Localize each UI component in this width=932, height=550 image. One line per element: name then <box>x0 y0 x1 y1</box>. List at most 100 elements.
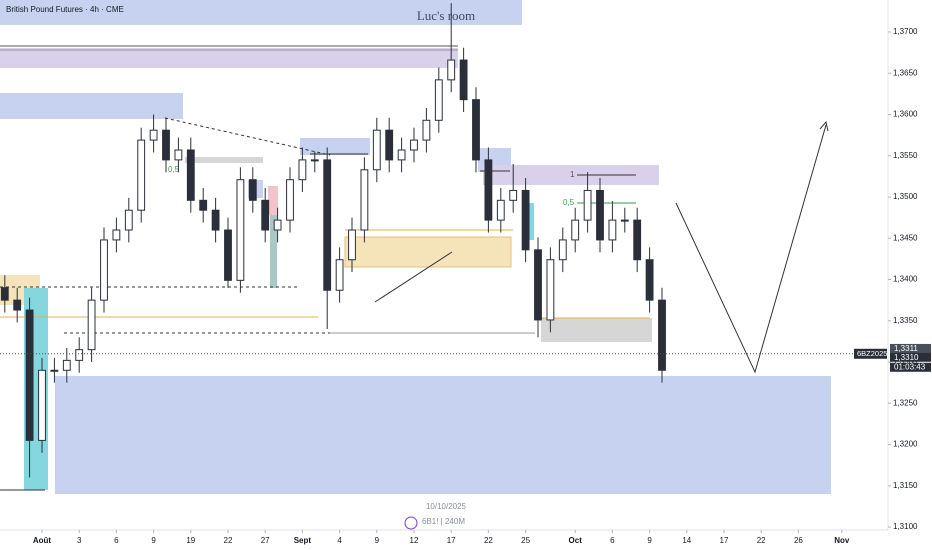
symbol-label: 6BZ2025 <box>857 349 887 358</box>
drawings <box>0 0 889 531</box>
zone <box>527 203 534 240</box>
projection <box>675 124 827 374</box>
candle-body <box>38 369 46 441</box>
y-tick-label: 1,3200 <box>893 440 918 449</box>
zone <box>483 165 659 185</box>
y-tick-label: 1,3350 <box>893 316 918 325</box>
zone <box>268 186 278 215</box>
candle-body <box>496 199 505 221</box>
candle-body <box>0 287 9 301</box>
candle-body <box>286 179 294 221</box>
candle-body <box>87 299 96 351</box>
candle-body <box>534 249 542 321</box>
candle-body <box>149 129 158 141</box>
x-tick-label: 22 <box>757 536 766 545</box>
candle-body <box>633 219 642 261</box>
candle-body <box>335 259 344 291</box>
fib-label: 1 <box>570 170 575 179</box>
x-tick-label: 22 <box>224 536 233 545</box>
candle-body <box>174 149 183 161</box>
y-tick-label: 1,3450 <box>893 233 918 242</box>
interval-label: 6B1! | 240M <box>422 517 465 526</box>
zone <box>300 138 370 155</box>
x-tick-label: 27 <box>261 536 270 545</box>
price-box <box>890 352 931 362</box>
candle-body <box>521 189 530 251</box>
candle-body <box>261 199 270 231</box>
candle-body <box>410 139 418 151</box>
candle-body <box>236 179 245 281</box>
zone <box>0 0 522 25</box>
candle-body <box>546 259 555 321</box>
x-tick-label: 17 <box>720 536 729 545</box>
x-tick-label: 17 <box>447 536 456 545</box>
candle-body <box>459 59 468 101</box>
fib-label: 0,5 <box>563 198 575 207</box>
candle-body <box>608 219 617 241</box>
x-tick-label: Sept <box>294 536 312 545</box>
date-label: 10/10/2025 <box>426 502 467 511</box>
candle-body <box>112 229 121 241</box>
x-tick-label: Août <box>33 536 52 545</box>
candle-body <box>397 149 406 161</box>
x-tick-label: 6 <box>114 536 119 545</box>
replay-icon[interactable] <box>404 516 418 530</box>
x-tick-label: 12 <box>410 536 419 545</box>
countdown: 01:03:43 <box>894 362 926 371</box>
y-tick-label: 1,3700 <box>893 27 918 36</box>
candle-body <box>298 159 307 181</box>
candle-body <box>558 239 567 261</box>
x-tick-label: 22 <box>484 536 493 545</box>
candle-body <box>224 229 232 281</box>
y-tick-label: 1,3150 <box>893 481 918 490</box>
candle-body <box>124 209 133 231</box>
candle-body <box>620 219 629 222</box>
candle-body <box>360 169 369 231</box>
x-tick-label: 9 <box>151 536 156 545</box>
candle-body <box>199 199 208 211</box>
zone <box>55 376 831 494</box>
x-tick-label: 14 <box>682 536 691 545</box>
y-tick-label: 1,3250 <box>893 398 918 407</box>
candle-body <box>385 129 394 161</box>
chart-title: British Pound Futures · 4h · CME <box>6 5 124 14</box>
zone <box>541 318 652 342</box>
candle-body <box>583 189 592 221</box>
y-tick-label: 1,3650 <box>893 68 918 77</box>
candle-body <box>248 179 257 201</box>
candle-body <box>162 129 170 161</box>
y-tick-label: 1,3500 <box>893 192 918 201</box>
zone <box>0 48 458 68</box>
candle-body <box>75 349 84 361</box>
price-box <box>890 343 931 353</box>
x-tick-label: 26 <box>794 536 803 545</box>
candle-body <box>472 99 480 161</box>
y-tick-label: 1,3600 <box>893 110 918 119</box>
candle-body <box>509 189 518 201</box>
price-label: 1,3311 <box>894 344 918 353</box>
x-tick-label: 3 <box>77 536 82 545</box>
x-tick-label: Oct <box>569 536 583 545</box>
zone <box>185 157 263 163</box>
candle-body <box>62 359 71 371</box>
x-tick-label: 9 <box>647 536 652 545</box>
candle-body <box>645 259 654 301</box>
trend-line <box>374 251 453 303</box>
x-tick-label: 4 <box>337 536 342 545</box>
zone <box>0 93 183 119</box>
watermark: Luc's room <box>417 8 475 23</box>
candle-body <box>484 159 493 221</box>
countdown-box <box>890 362 931 372</box>
candle-body <box>25 309 34 441</box>
candle-body <box>137 139 146 211</box>
x-tick-label: 19 <box>186 536 195 545</box>
candle-body <box>447 59 456 81</box>
candle-body <box>596 189 604 241</box>
y-tick-label: 1,3100 <box>893 522 918 531</box>
candle-body <box>571 219 580 241</box>
x-tick-label: 25 <box>521 536 530 545</box>
fib-label: 0,5 <box>168 165 180 174</box>
zone <box>344 236 512 268</box>
candle-body <box>186 149 195 201</box>
x-tick-label: 6 <box>610 536 615 545</box>
